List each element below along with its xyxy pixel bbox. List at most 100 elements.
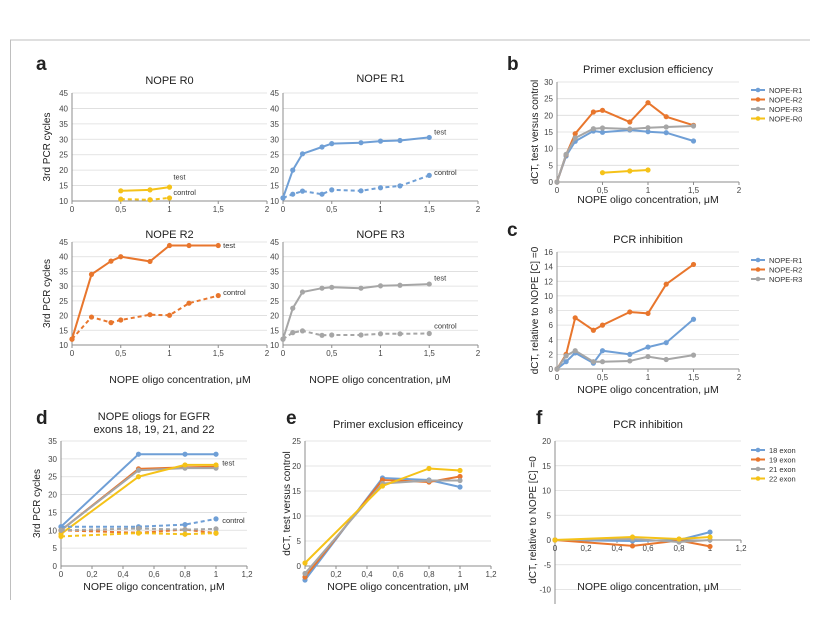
x-tick-label: 1,5 [424, 349, 436, 358]
series-annotation: control [173, 188, 196, 197]
chart-title: NOPE R0 [145, 75, 193, 87]
x-tick-label: 0,5 [115, 349, 127, 358]
data-point [166, 312, 173, 318]
x-tick-label: 0,2 [330, 570, 342, 579]
y-tick-label: 15 [292, 487, 301, 496]
y-tick-label: 40 [59, 104, 68, 113]
y-tick-label: 30 [48, 455, 57, 464]
y-tick-label: 25 [270, 151, 279, 160]
x-tick-label: 0,5 [326, 205, 338, 214]
data-point [290, 191, 296, 197]
x-tick-label: 1,5 [424, 205, 436, 214]
y-tick-label: 10 [59, 197, 68, 206]
data-point [663, 356, 669, 363]
y-tick-label: 20 [48, 491, 57, 500]
y-axis-label: dCT, relative to NOPE [C] =0 [530, 246, 541, 374]
x-tick-label: 0 [59, 570, 64, 579]
data-point [663, 281, 669, 287]
data-point [690, 352, 697, 358]
data-point [166, 242, 173, 249]
y-tick-label: 0 [297, 562, 302, 571]
data-point [572, 348, 578, 354]
series-line-a3-1 [71, 294, 219, 340]
data-point [319, 332, 325, 338]
data-point [707, 529, 713, 535]
y-tick-label: 20 [270, 166, 279, 175]
y-tick-label: 35 [59, 267, 68, 276]
y-axis-label: dCT, test versus control [530, 80, 541, 184]
x-tick-label: 1 [458, 570, 463, 579]
data-point [426, 172, 432, 178]
data-point [377, 138, 384, 144]
data-point [457, 467, 463, 474]
y-tick-label: 25 [59, 297, 68, 306]
data-point [377, 283, 384, 289]
legend-entry: 21 exon [769, 465, 796, 474]
y-tick-label: 15 [542, 462, 551, 471]
y-tick-label: 0 [53, 562, 58, 571]
y-tick-label: 0 [549, 365, 554, 374]
data-point [88, 271, 95, 277]
data-point [213, 451, 219, 457]
series-line-e-0 [304, 476, 461, 581]
data-point [690, 316, 697, 322]
panel-letter-d: d [36, 408, 48, 429]
y-tick-label: 10 [544, 145, 553, 154]
x-tick-label: 2 [265, 205, 270, 214]
data-point [280, 336, 286, 342]
legend-marker [755, 106, 761, 112]
y-axis-label: dCT, relative to NOPE [C] =0 [528, 456, 539, 584]
chart-title: PCR inhibition [613, 234, 683, 246]
y-tick-label: 15 [270, 182, 279, 191]
chart-b: 0 5 10 15 20 25 30 0 0,5 1 1,5 2 Primer exclusion ef… [530, 64, 802, 206]
data-point [379, 483, 386, 489]
legend-entry: NOPE-R3 [769, 275, 802, 284]
series-line-d-6 [60, 527, 217, 532]
y-tick-label: 35 [48, 437, 57, 446]
data-point [358, 140, 364, 146]
data-point [108, 258, 114, 264]
chart-d: 0 5 10 15 20 25 30 35 0 0,2 0,4 0,6 0,8 1 1,2 NOPE olio… [32, 411, 253, 593]
series-line-a4-1 [282, 329, 430, 340]
y-tick-label: 40 [270, 253, 279, 262]
x-tick-label: 0 [555, 373, 560, 382]
data-point [299, 289, 306, 295]
x-tick-label: 1 [378, 205, 383, 214]
x-axis-label: NOPE oligo concentration, μM [577, 581, 718, 593]
legend-entry: 18 exon [769, 446, 796, 455]
data-point [663, 124, 669, 130]
data-point [186, 242, 192, 249]
series-annotation: control [223, 288, 246, 297]
data-point [590, 126, 597, 132]
data-point [397, 183, 403, 189]
chart-title: NOPE R1 [356, 73, 404, 85]
y-tick-label: 40 [59, 253, 68, 262]
data-point [358, 332, 364, 338]
data-point [599, 359, 606, 365]
data-point [147, 258, 153, 265]
data-point [290, 330, 296, 336]
data-point [182, 462, 188, 468]
data-point [563, 151, 569, 157]
data-point [627, 351, 633, 357]
data-point [590, 327, 597, 333]
x-tick-label: 2 [265, 349, 270, 358]
x-tick-label: 1,2 [485, 570, 497, 579]
y-tick-label: 20 [270, 312, 279, 321]
y-tick-label: 35 [270, 267, 279, 276]
data-point [182, 531, 188, 537]
series-line-d-0 [60, 453, 216, 528]
data-point [397, 137, 403, 144]
panel-letter-e: e [286, 408, 297, 429]
data-point [599, 348, 606, 354]
chart-title: NOPE R2 [145, 229, 193, 241]
y-tick-label: 15 [59, 182, 68, 191]
series-line-e-2 [304, 479, 460, 575]
x-axis-label: NOPE oligo concentration, μM [327, 581, 468, 593]
legend-marker [755, 257, 761, 263]
y-tick-label: 45 [270, 89, 279, 98]
data-point [377, 331, 384, 337]
series-annotation: control [222, 516, 245, 525]
